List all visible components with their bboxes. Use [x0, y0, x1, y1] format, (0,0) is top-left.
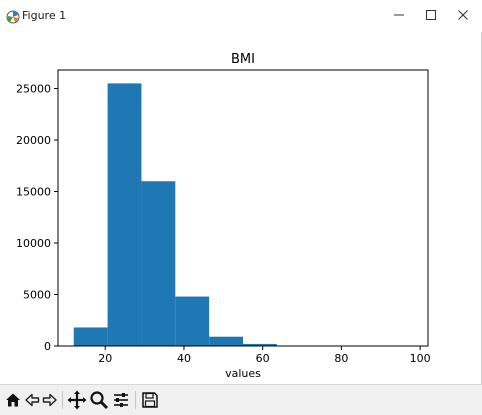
window-title: Figure 1 — [22, 9, 66, 22]
x-tick-label: 100 — [410, 352, 431, 365]
window-titlebar: Figure 1 — [0, 0, 482, 32]
histogram-bar — [209, 337, 243, 346]
y-tick-label: 5000 — [23, 289, 51, 302]
y-tick-label: 25000 — [16, 83, 51, 96]
y-tick-label: 0 — [44, 340, 51, 353]
close-button[interactable] — [447, 4, 479, 26]
figure-canvas[interactable]: 20 40 60 80 100 0 5000 10000 15000 20000 25000 BM… — [0, 32, 482, 384]
x-tick-label: 40 — [177, 352, 191, 365]
histogram-bars — [74, 83, 413, 346]
y-tick-label: 20000 — [16, 134, 51, 147]
minimize-button[interactable] — [383, 4, 415, 26]
x-axis-ticks: 20 40 60 80 100 — [98, 346, 430, 365]
y-tick-label: 10000 — [16, 237, 51, 250]
y-axis-ticks: 0 5000 10000 15000 20000 25000 — [16, 83, 58, 353]
pan-icon — [67, 390, 87, 410]
zoom-button[interactable] — [89, 390, 109, 410]
x-tick-label: 20 — [98, 352, 112, 365]
save-icon — [141, 391, 159, 409]
histogram-bar — [108, 83, 142, 346]
close-icon — [457, 9, 469, 21]
histogram-bar — [74, 327, 108, 346]
back-icon — [23, 391, 41, 409]
configure-subplots-icon — [111, 390, 131, 410]
x-tick-label: 60 — [256, 352, 270, 365]
histogram-bar — [175, 297, 209, 346]
back-button[interactable] — [22, 390, 42, 410]
home-icon — [4, 391, 22, 409]
histogram-bar — [141, 181, 175, 346]
maximize-button[interactable] — [415, 4, 447, 26]
save-button[interactable] — [140, 390, 160, 410]
chart-title: BMI — [231, 52, 255, 67]
histogram-chart: 20 40 60 80 100 0 5000 10000 15000 20000 25000 BM… — [0, 32, 482, 384]
forward-icon — [41, 391, 59, 409]
toolbar-separator — [62, 391, 63, 409]
x-tick-label: 80 — [334, 352, 348, 365]
minimize-icon — [393, 9, 405, 21]
x-axis-label: values — [225, 367, 261, 380]
y-tick-label: 15000 — [16, 186, 51, 199]
configure-subplots-button[interactable] — [111, 390, 131, 410]
toolbar-separator — [135, 391, 136, 409]
navigation-toolbar — [0, 384, 482, 415]
zoom-icon — [89, 390, 109, 410]
home-button[interactable] — [3, 390, 23, 410]
forward-button[interactable] — [40, 390, 60, 410]
maximize-icon — [425, 9, 437, 21]
pan-button[interactable] — [67, 390, 87, 410]
matplotlib-app-icon — [6, 9, 20, 23]
